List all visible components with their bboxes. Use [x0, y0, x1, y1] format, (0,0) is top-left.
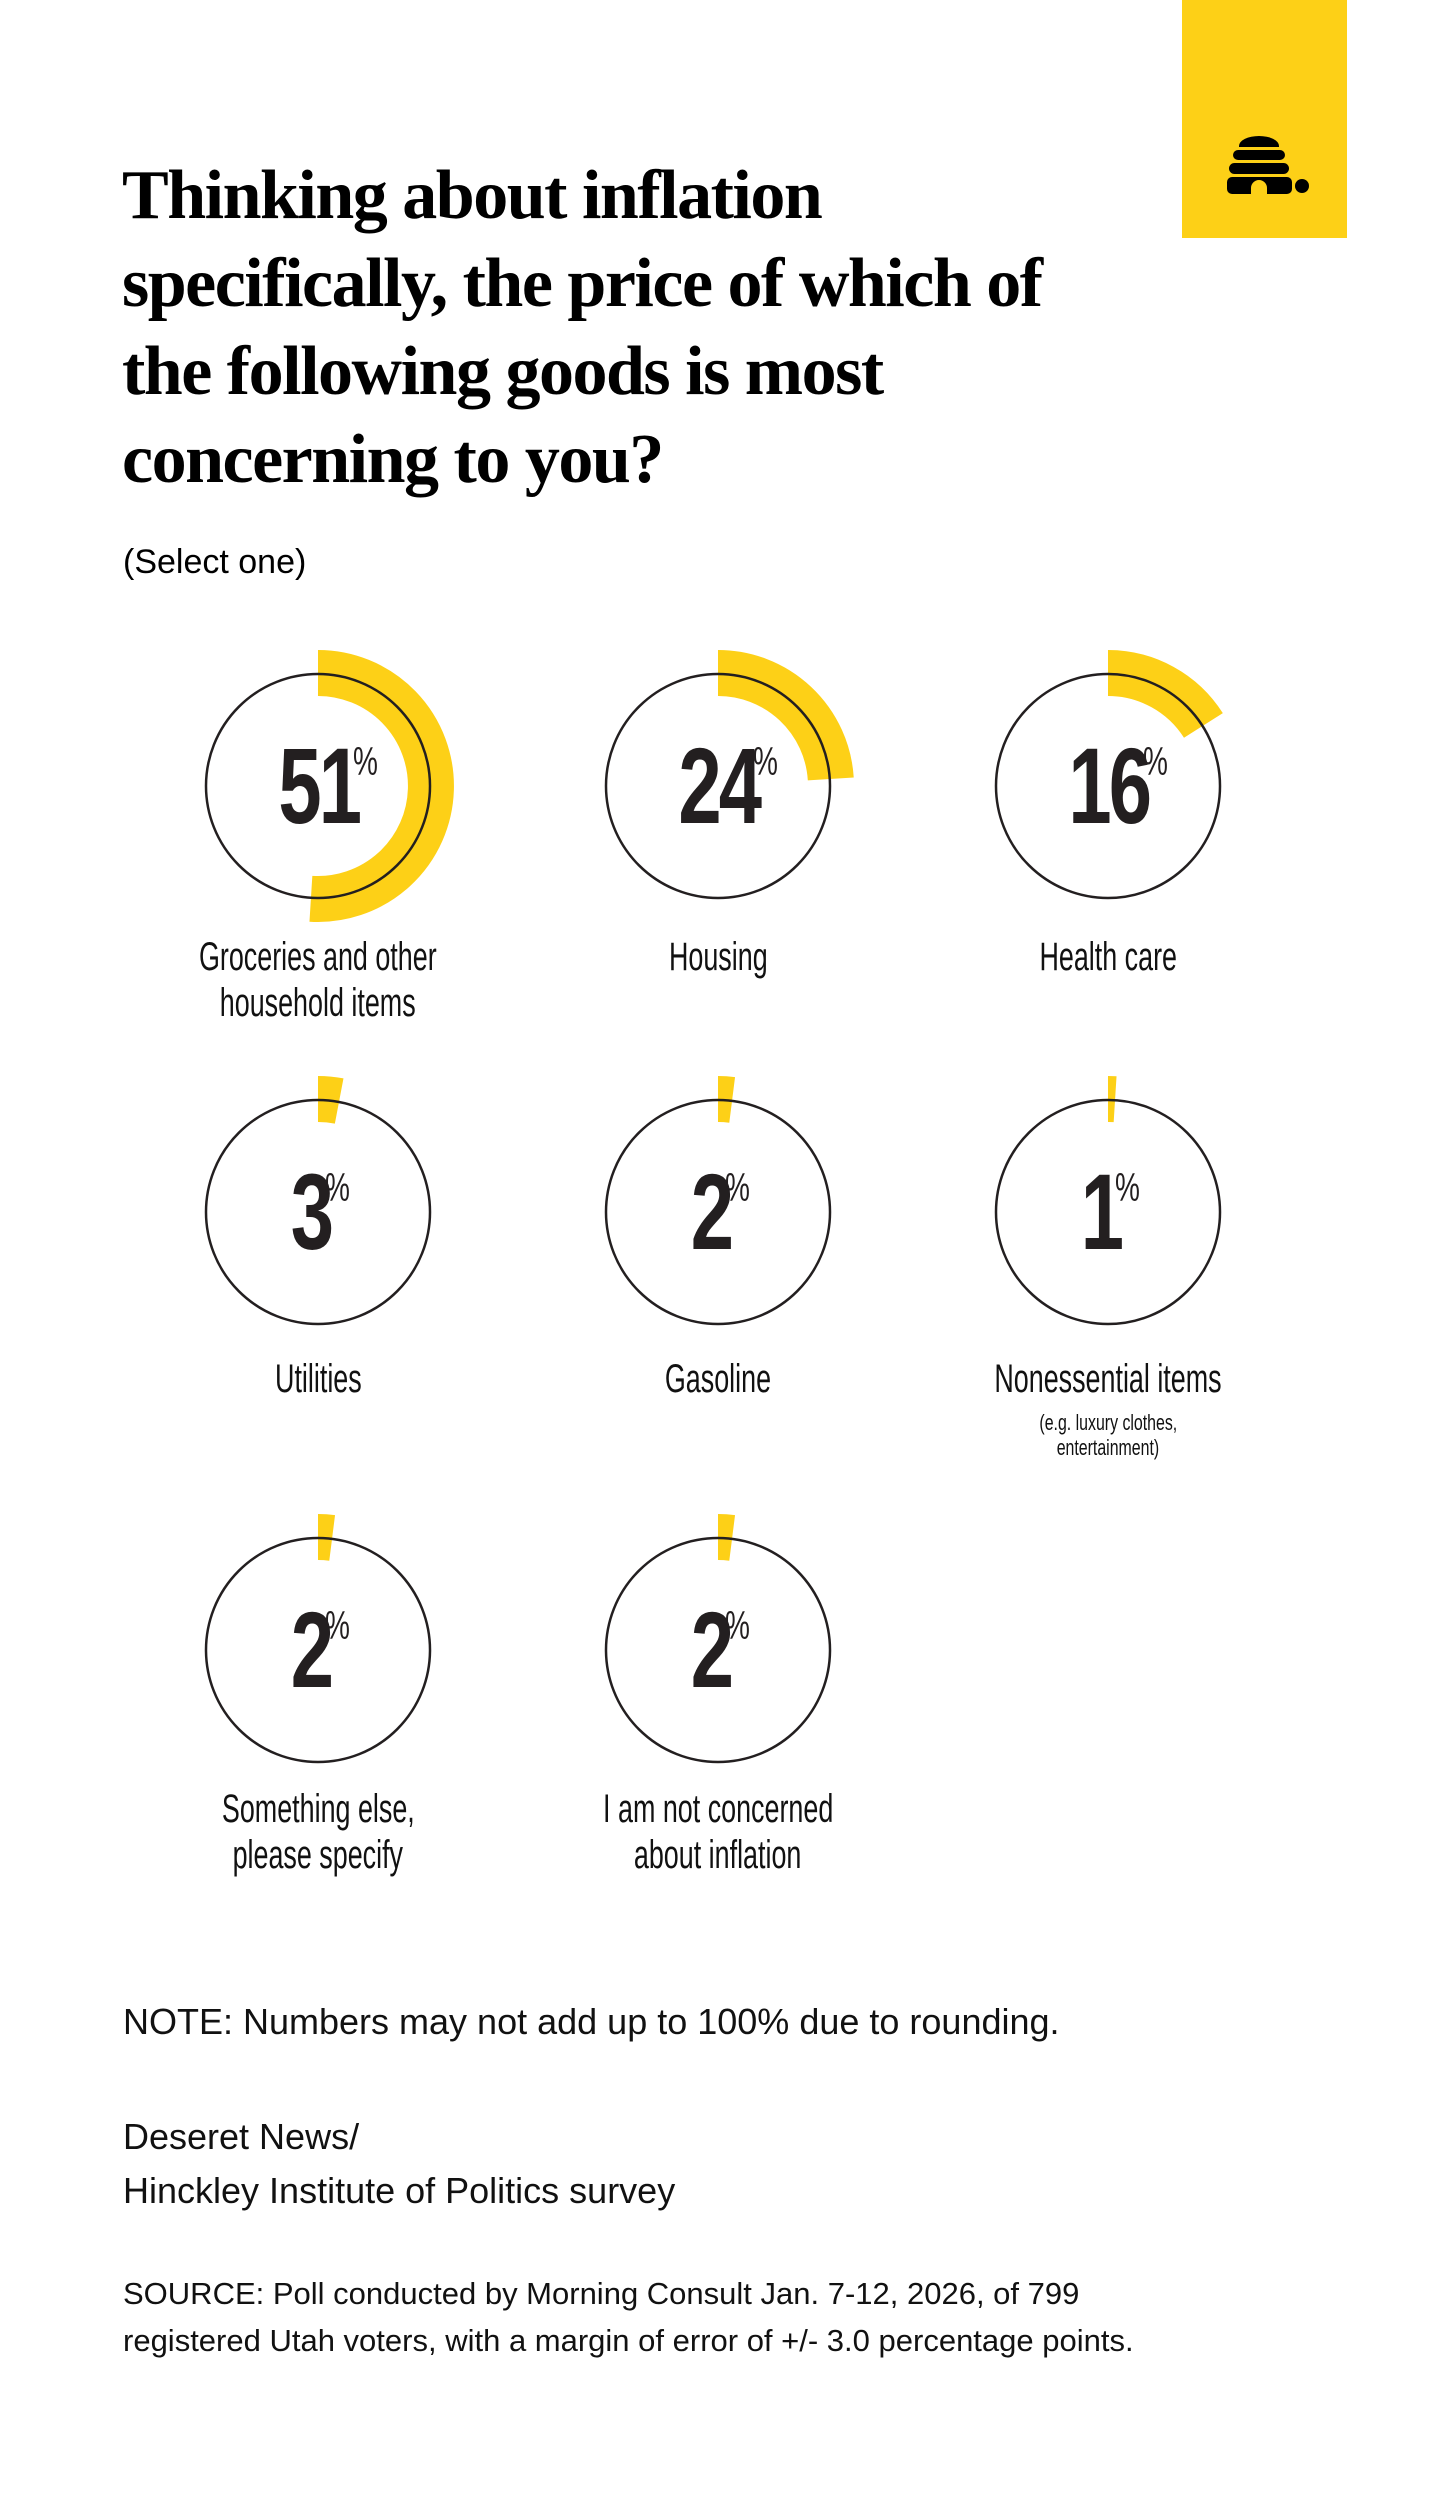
category-sublabel-line: (e.g. luxury clothes,: [1039, 1410, 1177, 1435]
progress-ring: [604, 650, 854, 900]
credit-line: Hinckley Institute of Politics survey: [123, 2170, 676, 2211]
source-line: registered Utah voters, with a margin of…: [123, 2323, 1134, 2358]
category-sublabel: (e.g. luxury clothes, entertainment): [918, 1410, 1298, 1460]
title-line: the following goods is most: [122, 333, 884, 410]
ring-outline: [204, 1098, 432, 1326]
chart-item: 3% Utilities: [128, 1062, 508, 1401]
category-label-line: about inflation: [634, 1833, 802, 1877]
beehive-icon: [1227, 136, 1309, 194]
category-label: Health care: [918, 934, 1298, 980]
progress-ring: [604, 1514, 832, 1764]
category-label: Utilities: [128, 1356, 508, 1402]
chart-item: 24% Housing: [528, 636, 908, 979]
ring-outline: [604, 672, 832, 900]
ring-outline: [994, 672, 1222, 900]
category-label: I am not concerned about inflation: [528, 1786, 908, 1878]
category-label-line: please specify: [232, 1833, 404, 1877]
ring-outline: [604, 1098, 832, 1326]
category-label-line: household items: [220, 981, 416, 1025]
title-line: concerning to you?: [122, 421, 664, 498]
category-label: Housing: [528, 934, 908, 980]
credit-text: Deseret News/ Hinckley Institute of Poli…: [123, 2110, 675, 2218]
category-label: Groceries and other household items: [128, 934, 508, 1026]
page-title: Thinking about inflation specifically, t…: [122, 152, 1202, 504]
chart-item: 2% Gasoline: [528, 1062, 908, 1401]
progress-ring: [604, 1076, 832, 1326]
chart-item: 2% Something else, please specify: [128, 1500, 508, 1877]
source-text: SOURCE: Poll conducted by Morning Consul…: [123, 2270, 1134, 2364]
category-label-line: Groceries and other: [199, 935, 437, 979]
chart-item: 16% Health care: [918, 636, 1298, 979]
note-text: NOTE: Numbers may not add up to 100% due…: [123, 2001, 1060, 2042]
category-sublabel-line: entertainment): [1056, 1435, 1160, 1460]
value-arc: [309, 650, 454, 922]
ring-outline: [994, 1098, 1222, 1326]
chart-item: 2% I am not concerned about inflation: [528, 1500, 908, 1877]
category-label-line: I am not concerned: [602, 1787, 834, 1831]
category-label-line: Gasoline: [664, 1357, 772, 1401]
category-label-line: Nonessential items: [994, 1357, 1222, 1401]
progress-ring: [204, 1514, 432, 1764]
progress-ring: [204, 650, 454, 922]
chart-item: 51% Groceries and other household items: [128, 636, 508, 1025]
category-label: Gasoline: [528, 1356, 908, 1402]
category-label: Something else, please specify: [128, 1786, 508, 1878]
category-label-line: Health care: [1039, 935, 1177, 979]
progress-ring: [994, 1075, 1222, 1326]
category-label-line: Something else,: [221, 1787, 415, 1831]
subtitle: (Select one): [123, 543, 307, 581]
progress-ring: [204, 1076, 432, 1326]
source-line: SOURCE: Poll conducted by Morning Consul…: [123, 2276, 1080, 2311]
category-label: Nonessential items: [918, 1356, 1298, 1402]
category-label-line: Housing: [668, 935, 768, 979]
progress-ring: [994, 650, 1223, 900]
category-label-line: Utilities: [274, 1357, 362, 1401]
ring-outline: [204, 672, 432, 900]
ring-outline: [204, 1536, 432, 1764]
chart-item: 1% Nonessential items (e.g. luxury clothes…: [918, 1062, 1298, 1460]
title-line: specifically, the price of which of: [122, 245, 1043, 322]
credit-line: Deseret News/: [123, 2116, 360, 2157]
value-arc: [1107, 650, 1223, 739]
ring-outline: [604, 1536, 832, 1764]
title-line: Thinking about inflation: [122, 157, 823, 234]
brand-block: [1182, 0, 1347, 238]
